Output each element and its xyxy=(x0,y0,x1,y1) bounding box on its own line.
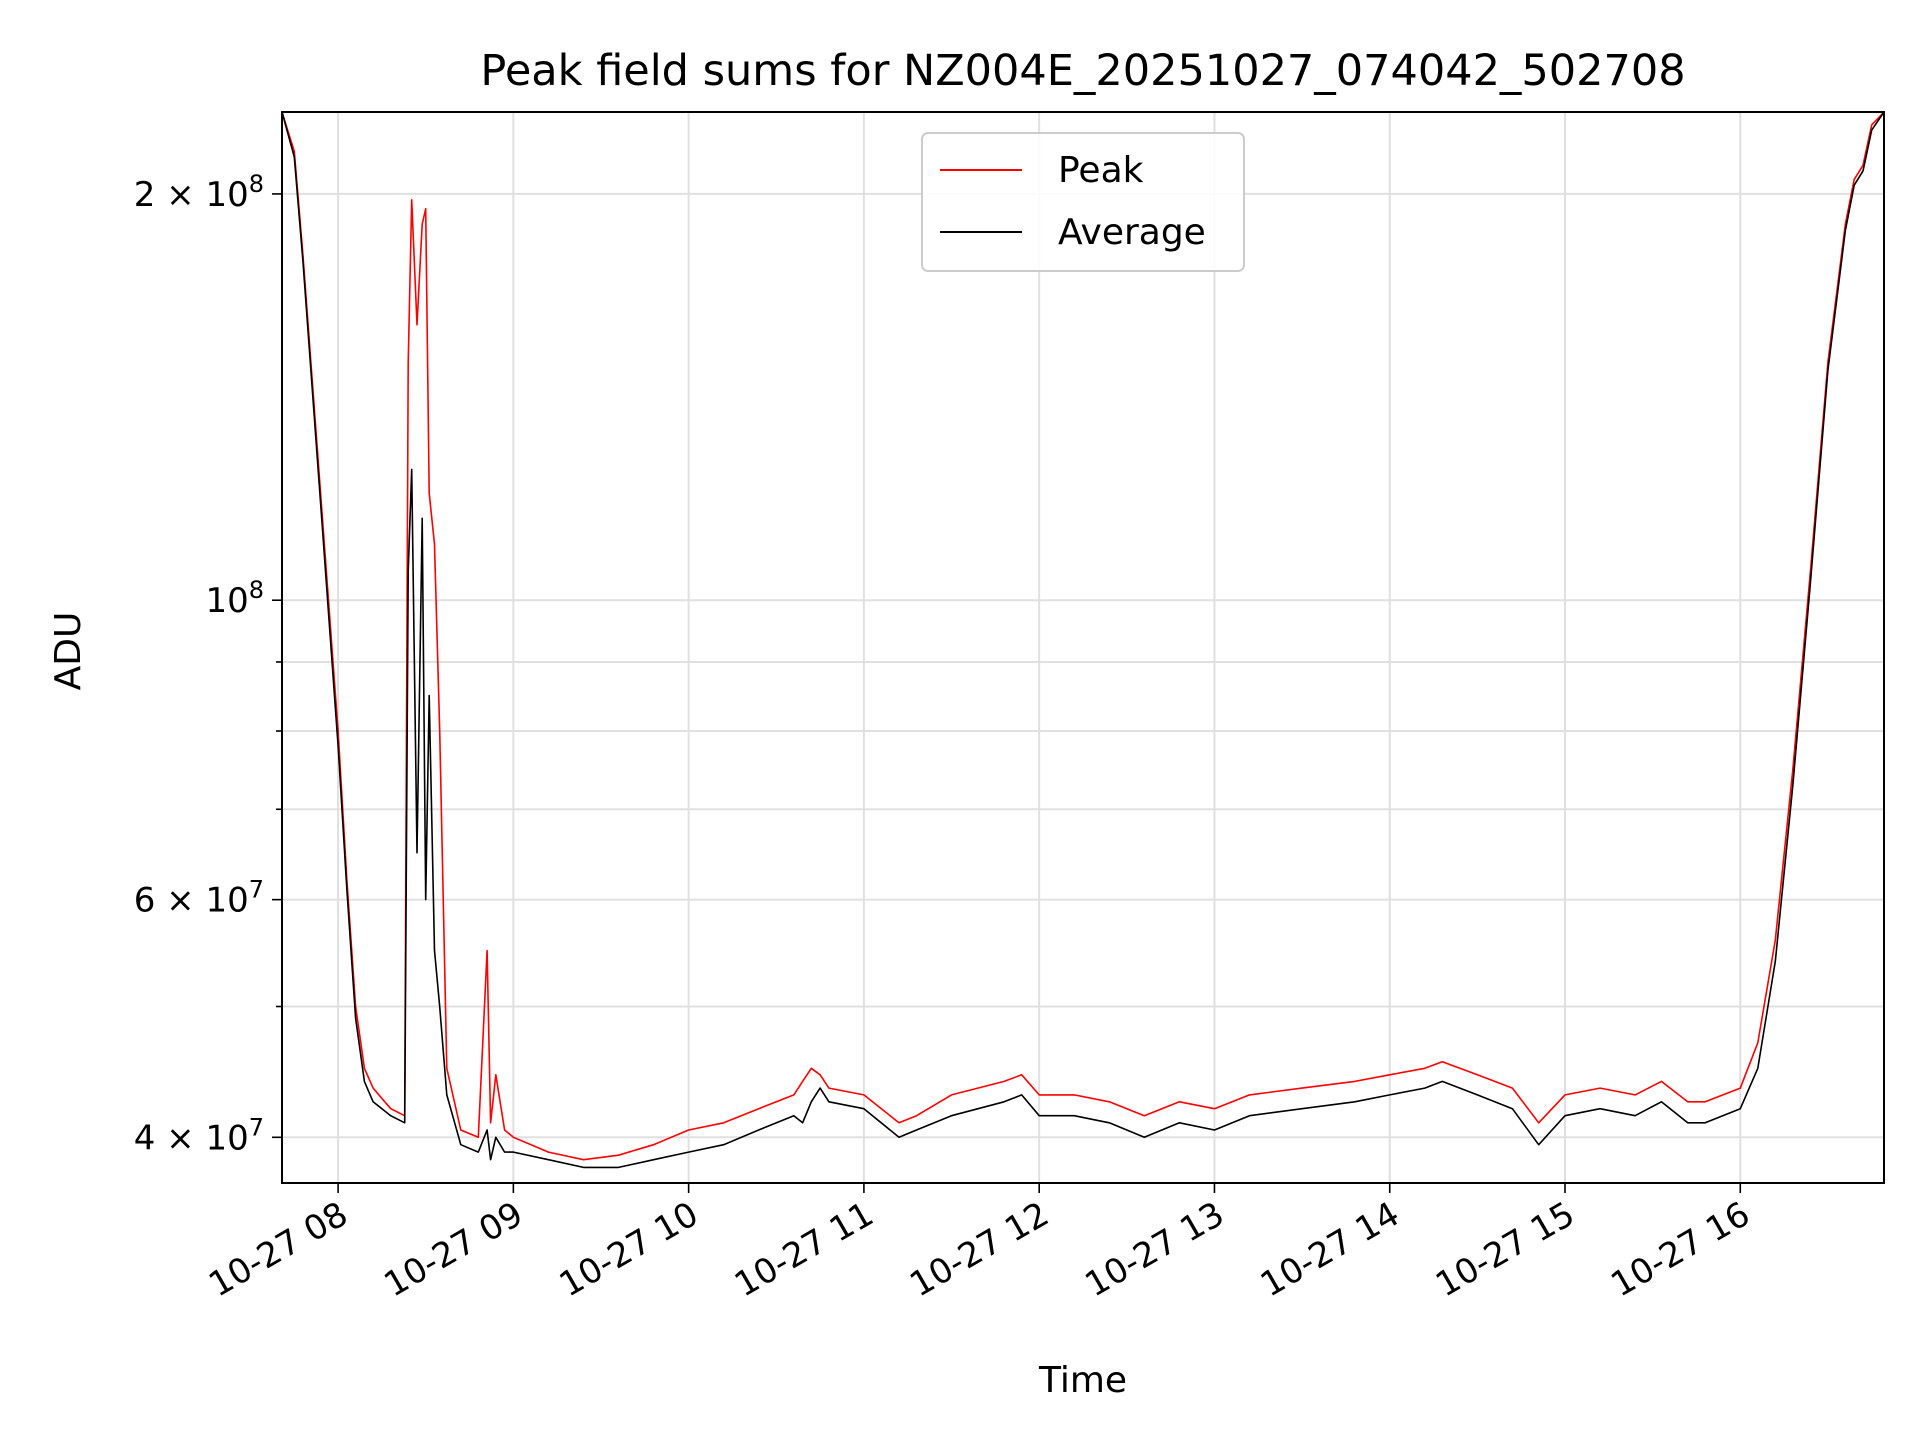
series-line-average xyxy=(281,111,1885,1169)
x-tick-label: 10-27 13 xyxy=(1079,1194,1231,1305)
y-tick-label: 6 × 107 xyxy=(134,876,264,921)
tick-layer: 10-27 08 10-27 09 10-27 10 10-27 11 10-27 12… xyxy=(134,170,1757,1305)
x-tick-label: 10-27 14 xyxy=(1254,1194,1406,1305)
x-tick-label: 10-27 16 xyxy=(1604,1194,1756,1305)
x-tick-label: 10-27 08 xyxy=(202,1194,354,1305)
plot-frame xyxy=(281,111,1885,1184)
legend-label-peak: Peak xyxy=(1058,150,1144,191)
legend: Peak Average xyxy=(921,132,1245,272)
grid-layer xyxy=(282,112,1884,1183)
x-tick-label: 10-27 10 xyxy=(553,1194,705,1305)
y-tick-label: 4 × 107 xyxy=(134,1113,264,1158)
series-layer xyxy=(281,111,1885,1169)
legend-label-average: Average xyxy=(1058,212,1206,253)
y-tick-label: 2 × 108 xyxy=(134,170,264,215)
x-axis-label: Time xyxy=(1038,1360,1127,1401)
x-tick-label: 10-27 11 xyxy=(728,1194,880,1305)
y-tick-label: 108 xyxy=(205,576,264,621)
x-tick-label: 10-27 15 xyxy=(1429,1194,1581,1305)
x-tick-label: 10-27 12 xyxy=(903,1194,1055,1305)
series-line-peak xyxy=(281,111,1885,1161)
legend-box xyxy=(921,132,1245,272)
x-tick-label: 10-27 09 xyxy=(377,1194,529,1305)
chart-title: Peak field sums for NZ004E_20251027_0740… xyxy=(480,46,1685,96)
y-axis-label: ADU xyxy=(48,612,89,691)
